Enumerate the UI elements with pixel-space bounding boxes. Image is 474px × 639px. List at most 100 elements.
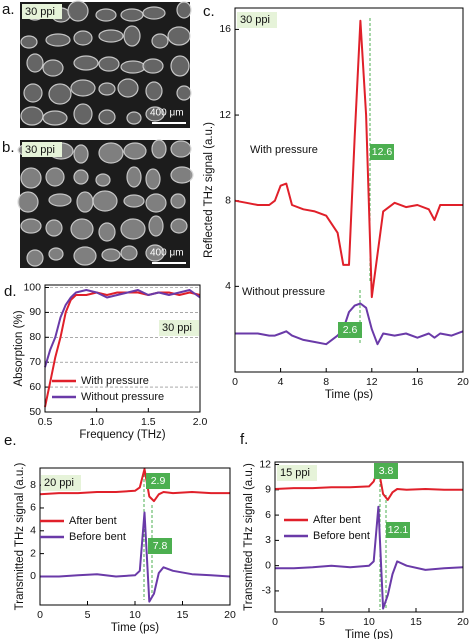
- annotation: 3.8: [379, 465, 394, 477]
- pore: [170, 193, 186, 209]
- pore: [145, 106, 165, 122]
- x-tick-label: 20: [224, 609, 236, 621]
- pore: [95, 8, 117, 22]
- pore: [151, 139, 167, 159]
- pore: [73, 169, 89, 185]
- x-tick-label: 0: [232, 376, 238, 388]
- pore: [17, 191, 39, 213]
- legend-label: Before bent: [69, 531, 126, 543]
- annotation: 7.8: [153, 540, 168, 552]
- x-tick-label: 1.0: [89, 416, 104, 428]
- y-tick-label: 90: [29, 306, 41, 318]
- annotation: 2.9: [151, 475, 166, 487]
- pore: [123, 142, 147, 160]
- x-tick-label: 4: [278, 376, 284, 388]
- pore: [151, 33, 169, 49]
- series-line: [44, 291, 201, 408]
- tag: 30 ppi: [240, 14, 270, 26]
- panel-label: b.: [2, 139, 15, 156]
- x-tick-label: 5: [85, 609, 91, 621]
- pore: [42, 110, 68, 126]
- x-tick-label: 12: [366, 376, 378, 388]
- pore: [101, 248, 121, 262]
- pore: [98, 29, 124, 43]
- legend-label: After bent: [69, 515, 117, 527]
- y-tick-label: 70: [29, 356, 41, 368]
- y-tick-label: 80: [29, 331, 41, 343]
- pore: [120, 8, 144, 22]
- x-tick-label: 10: [363, 616, 375, 628]
- pore: [23, 83, 43, 103]
- pore: [42, 59, 64, 77]
- pore: [145, 168, 161, 190]
- x-axis-label: Frequency (THz): [79, 429, 165, 441]
- series-line: [275, 505, 464, 610]
- x-tick-label: 20: [457, 616, 469, 628]
- y-tick-label: 16: [219, 23, 231, 35]
- pore: [170, 166, 194, 184]
- y-tick-label: 60: [29, 381, 41, 393]
- pore: [92, 190, 118, 212]
- pore: [48, 83, 72, 105]
- annotation: 12.6: [372, 146, 393, 158]
- pore: [45, 33, 71, 47]
- pore: [95, 173, 111, 187]
- series-line: [40, 511, 231, 603]
- x-axis-label: Time (ps): [325, 389, 373, 401]
- x-tick-label: 15: [177, 609, 189, 621]
- pore: [126, 111, 142, 125]
- pore: [48, 193, 72, 207]
- pore: [167, 26, 191, 46]
- x-tick-label: 10: [129, 609, 141, 621]
- pore: [98, 142, 124, 164]
- x-tick-label: 5: [319, 616, 325, 628]
- legend-label: After bent: [313, 514, 361, 526]
- panel-label: c.: [203, 3, 215, 20]
- y-axis-label: Absorption (%): [13, 310, 25, 386]
- x-tick-label: 0: [37, 609, 43, 621]
- x-tick-label: 8: [323, 376, 329, 388]
- pore: [98, 56, 120, 72]
- pore: [98, 109, 116, 125]
- pore: [170, 140, 192, 158]
- x-axis-label: Time (ps): [345, 629, 393, 639]
- pore: [123, 25, 141, 47]
- y-tick-label: 0: [265, 559, 271, 571]
- pore: [20, 106, 44, 126]
- plot-frame: [44, 284, 201, 413]
- x-axis-label: Time (ps): [111, 622, 159, 634]
- series-line: [44, 289, 201, 368]
- legend-label: With pressure: [81, 375, 149, 387]
- tag-bg: [41, 475, 81, 491]
- x-tick-label: 16: [412, 376, 424, 388]
- plot-frame: [234, 7, 464, 373]
- y-tick-label: 0: [30, 570, 36, 582]
- x-tick-label: 20: [457, 376, 469, 388]
- pore: [73, 246, 97, 266]
- y-tick-label: -3: [262, 585, 271, 597]
- y-axis-label: Transmitted THz signal (a.u.): [14, 463, 26, 611]
- panel-label: f.: [240, 431, 248, 448]
- y-tick-label: 6: [30, 502, 36, 514]
- scale-text: 400 μm: [150, 248, 184, 259]
- scale-text: 400 μm: [150, 108, 184, 119]
- tag-bg: [22, 142, 62, 157]
- pore: [170, 55, 190, 77]
- annotation-bg: [148, 538, 172, 554]
- pore: [48, 247, 64, 261]
- annotation-bg: [386, 522, 410, 538]
- tag-bg: [22, 4, 62, 19]
- pore: [148, 215, 164, 237]
- y-tick-label: 12: [219, 109, 231, 121]
- y-tick-label: 12: [259, 458, 271, 470]
- pore: [73, 55, 99, 71]
- x-tick-label: 2.0: [193, 416, 208, 428]
- tag: 30 ppi: [162, 322, 192, 334]
- annotation-bg: [338, 322, 362, 338]
- y-tick-label: 2: [30, 547, 36, 559]
- pore: [98, 82, 116, 96]
- pore: [120, 60, 146, 74]
- pore: [26, 249, 44, 267]
- pore: [142, 6, 166, 20]
